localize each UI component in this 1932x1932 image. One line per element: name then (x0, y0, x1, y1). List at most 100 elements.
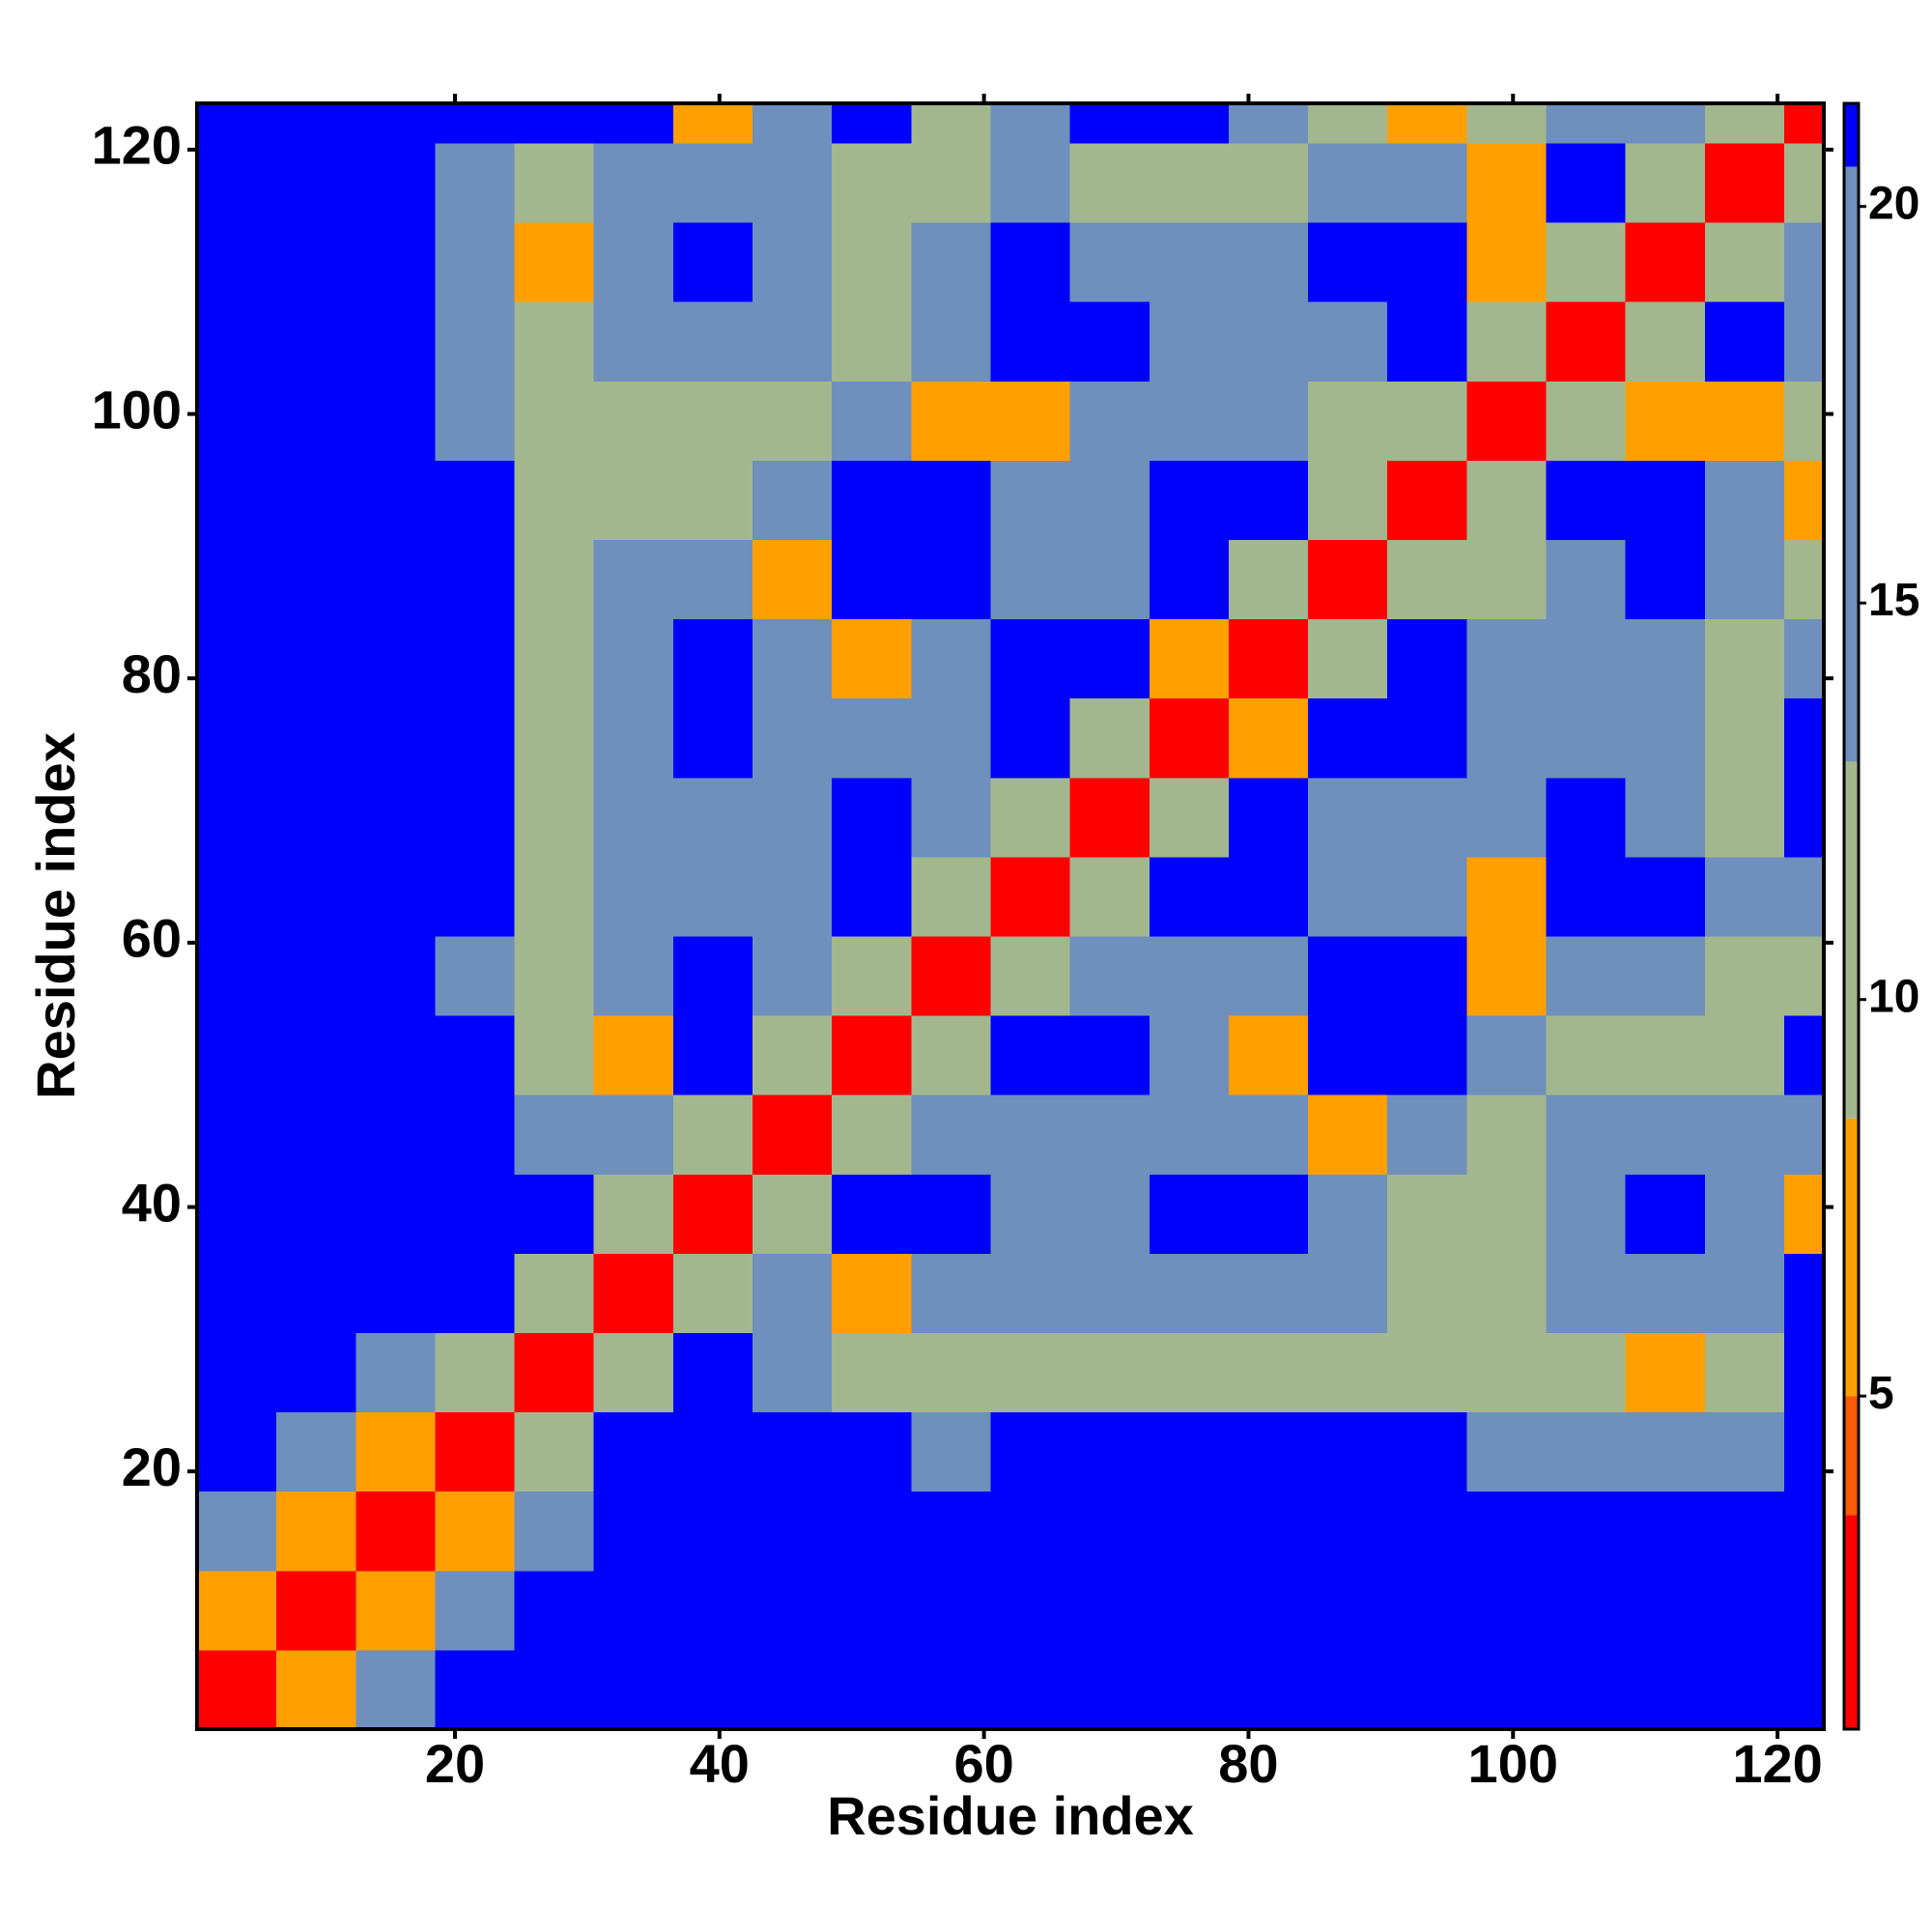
heat-cell (1308, 143, 1388, 223)
heat-cell (1387, 777, 1467, 858)
heat-cell (832, 1174, 912, 1254)
heat-cell (1387, 539, 1467, 620)
heat-cell (753, 1174, 833, 1254)
heat-cell (753, 618, 833, 699)
heat-cell (1466, 103, 1547, 144)
heat-cell (1546, 1332, 1627, 1413)
heat-cell (355, 856, 436, 937)
heat-cell (1783, 381, 1825, 461)
heat-cell (911, 1649, 991, 1730)
heat-cell (1704, 1332, 1785, 1413)
heat-cell (753, 1411, 833, 1492)
heat-cell (1704, 1411, 1785, 1492)
heat-cell (753, 381, 833, 461)
heat-cell (672, 381, 753, 461)
heat-cell (514, 381, 595, 461)
heat-cell (672, 1253, 753, 1334)
y-tick-label: 80 (122, 643, 182, 704)
heat-cell (593, 460, 674, 541)
heat-cell (1466, 1015, 1547, 1095)
x-tick-label: 100 (1468, 1733, 1558, 1794)
heat-cell (355, 1174, 436, 1254)
heat-cell (753, 1491, 833, 1572)
heat-cell (593, 539, 674, 620)
heat-cell (1308, 697, 1388, 779)
heat-cell (1308, 381, 1388, 461)
heat-cell (990, 936, 1071, 1016)
heat-cell (1308, 1570, 1388, 1651)
heat-cell (1466, 381, 1547, 461)
heat-cell (990, 1015, 1071, 1095)
heat-cell (1308, 1332, 1388, 1413)
heat-cell (355, 1015, 436, 1095)
y-tick-label: 60 (122, 908, 182, 969)
heat-cell (1308, 1094, 1388, 1175)
heat-cell (1149, 1015, 1230, 1095)
heat-cell (1149, 1253, 1230, 1334)
heat-cell (832, 381, 912, 461)
heat-cell (1149, 1174, 1230, 1254)
heat-cell (1308, 777, 1388, 858)
heat-cell (1387, 1094, 1467, 1175)
heat-cell (1704, 1649, 1785, 1730)
heat-cell (197, 103, 277, 144)
heat-cell (1149, 697, 1230, 779)
heat-cell (911, 1491, 991, 1572)
heat-cell (1228, 1332, 1309, 1413)
heat-cell (1625, 301, 1706, 382)
heat-cell (1625, 460, 1706, 541)
heat-cell (1783, 1174, 1825, 1254)
heat-cell (276, 103, 356, 144)
heat-cell (1069, 222, 1151, 302)
heat-cell (1466, 1491, 1547, 1572)
heat-cell (435, 143, 516, 223)
heat-cell (197, 618, 277, 699)
heat-cell (672, 222, 753, 302)
heat-cell (1625, 381, 1706, 461)
heat-cell (1466, 618, 1547, 699)
heat-cell (1704, 1570, 1785, 1651)
heat-cell (355, 1094, 436, 1175)
heat-cell (753, 697, 833, 779)
heat-cell (753, 1253, 833, 1334)
heat-cell (276, 618, 356, 699)
heat-cell (1704, 1491, 1785, 1572)
heat-cell (990, 856, 1071, 937)
heat-cell (355, 777, 436, 858)
heat-cell (832, 539, 912, 620)
heat-cell (1069, 381, 1151, 461)
heat-cell (197, 143, 277, 223)
heat-cell (593, 1094, 674, 1175)
x-axis-title: Residue index (827, 1785, 1194, 1846)
heat-cell (1228, 1649, 1309, 1730)
heat-cell (1783, 856, 1825, 937)
heat-cell (435, 103, 516, 144)
heat-cell (753, 460, 833, 541)
heat-cell (672, 301, 753, 382)
heat-cell (1069, 936, 1151, 1016)
heat-cell (832, 1332, 912, 1413)
heat-cell (1466, 222, 1547, 302)
heat-cell (1466, 1332, 1547, 1413)
heat-cell (832, 1411, 912, 1492)
heat-cell (1069, 1332, 1151, 1413)
heat-cell (911, 381, 991, 461)
heat-cell (1546, 777, 1627, 858)
heat-cell (355, 618, 436, 699)
heat-cell (355, 103, 436, 144)
heat-cell (593, 697, 674, 779)
heat-cell (990, 460, 1071, 541)
heat-cell (1387, 1174, 1467, 1254)
x-tick-label: 80 (1218, 1733, 1278, 1794)
heat-cell (514, 301, 595, 382)
heat-cell (1387, 460, 1467, 541)
heat-cell (197, 1411, 277, 1492)
heat-cell (1228, 381, 1309, 461)
heat-cell (1466, 1253, 1547, 1334)
heat-cell (1387, 1253, 1467, 1334)
heat-cell (276, 222, 356, 302)
heat-cell (1387, 1411, 1467, 1492)
heat-cell (1625, 697, 1706, 779)
heat-cell (1466, 697, 1547, 779)
heat-cell (514, 222, 595, 302)
